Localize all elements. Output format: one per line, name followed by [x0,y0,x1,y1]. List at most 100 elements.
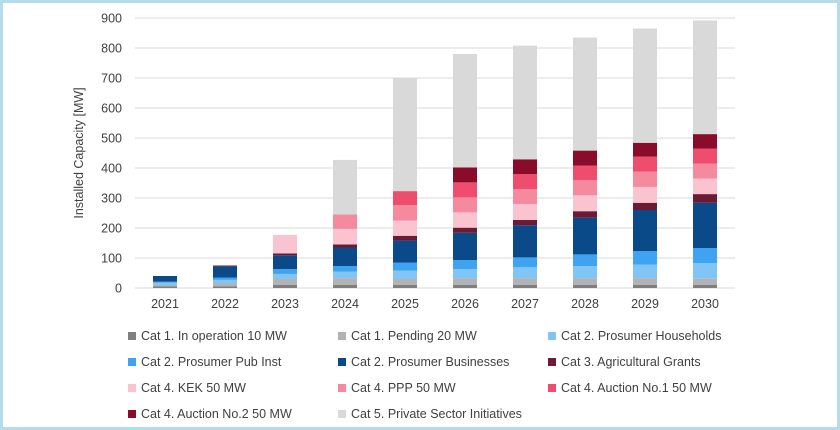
legend-label: Cat 1. In operation 10 MW [141,328,287,343]
legend-swatch [548,357,556,366]
bar-segment-2022-s3 [213,277,237,280]
legend-label: Cat 5. Private Sector Initiatives [351,406,522,421]
legend-swatch [548,383,556,392]
bar-segment-2023-s6 [273,234,297,254]
legend-item: Cat 2. Prosumer Pub Inst [128,352,338,371]
legend-swatch [128,409,136,418]
legend-item: Cat 3. Agricultural Grants [548,352,768,371]
y-tick-label: 100 [101,252,122,266]
x-tick-label: 2028 [571,297,599,311]
legend-label: Cat 1. Pending 20 MW [351,328,477,343]
y-tick-label: 800 [101,42,122,56]
bar-segment-2028-s8 [573,165,597,180]
bar-segment-2026-s0 [453,285,477,288]
legend-label: Cat 3. Agricultural Grants [561,354,701,369]
bar-segment-2021-s0 [153,286,177,288]
x-tick-label: 2027 [511,297,539,311]
bar-segment-2027-s0 [513,285,537,288]
legend-label: Cat 4. KEK 50 MW [141,380,246,395]
y-tick-label: 900 [101,12,122,26]
y-tick-label: 0 [115,282,122,296]
bar-segment-2026-s1 [453,278,477,285]
bar-segment-2025-s2 [393,270,417,279]
legend: Cat 1. In operation 10 MW Cat 1. Pending … [128,326,768,423]
legend-swatch [128,383,136,392]
bar-segment-2028-s7 [573,180,597,196]
x-tick-label: 2030 [691,297,719,311]
bar-segment-2027-s3 [513,257,537,268]
legend-item: Cat 4. KEK 50 MW [128,378,338,397]
x-tick-label: 2022 [211,297,239,311]
bar-segment-2028-s1 [573,278,597,285]
bar-segment-2022-s4 [213,266,237,278]
bar-segment-2030-s6 [693,178,717,195]
y-tick-label: 200 [101,222,122,236]
legend-item: Cat 5. Private Sector Initiatives [338,404,548,423]
bar-segment-2022-s5 [213,265,237,267]
bar-segment-2025-s5 [393,235,417,241]
x-tick-label: 2025 [391,297,419,311]
bar-segment-2026-s4 [453,232,477,261]
bar-segment-2025-s1 [393,279,417,285]
bar-segment-2029-s2 [633,264,657,279]
x-tick-label: 2023 [271,297,299,311]
bar-segment-2028-s2 [573,266,597,279]
bar-segment-2024-s7 [333,214,357,229]
x-tick-label: 2029 [631,297,659,311]
bar-segment-2027-s7 [513,189,537,204]
bar-segment-2023-s3 [273,269,297,274]
bar-segment-2024-s5 [333,244,357,248]
bar-segment-2027-s10 [513,45,537,160]
bar-segment-2021-s3 [153,281,177,283]
legend-label: Cat 2. Prosumer Businesses [351,354,510,369]
x-tick-label: 2021 [151,297,179,311]
bar-segment-2024-s10 [333,159,357,215]
bar-segment-2030-s0 [693,285,717,288]
legend-item: Cat 2. Prosumer Households [548,326,768,345]
bar-segment-2024-s3 [333,266,357,272]
bar-segment-2028-s6 [573,195,597,212]
bar-segment-2026-s3 [453,260,477,270]
bar-segment-2025-s7 [393,205,417,221]
legend-item: Cat 4. Auction No.1 50 MW [548,378,768,397]
y-axis-label: Installed Capacity [MW] [72,87,86,218]
bar-segment-2023-s5 [273,253,297,256]
bar-segment-2023-s1 [273,279,297,285]
bar-segment-2025-s6 [393,220,417,236]
bar-segment-2028-s3 [573,254,597,267]
y-tick-label: 500 [101,132,122,146]
x-tick-label: 2026 [451,297,479,311]
bar-segment-2029-s8 [633,156,657,172]
bar-segment-2025-s4 [393,240,417,263]
legend-swatch [338,409,346,418]
bar-segment-2028-s5 [573,211,597,218]
y-tick-label: 700 [101,72,122,86]
bar-segment-2023-s2 [273,273,297,279]
bar-segment-2024-s4 [333,247,357,267]
legend-item: Cat 1. In operation 10 MW [128,326,338,345]
legend-label: Cat 2. Prosumer Pub Inst [141,354,282,369]
bar-segment-2025-s0 [393,285,417,288]
bar-segment-2022-s1 [213,283,237,287]
legend-swatch [338,357,346,366]
legend-label: Cat 4. Auction No.2 50 MW [141,406,292,421]
bar-segment-2030-s9 [693,134,717,149]
bar-segment-2025-s10 [393,78,417,192]
bar-segment-2021-s1 [153,285,177,287]
bar-segment-2027-s9 [513,159,537,174]
bar-segment-2028-s9 [573,150,597,166]
bar-segment-2027-s4 [513,225,537,258]
bar-segment-2025-s8 [393,191,417,206]
bar-segment-2029-s1 [633,278,657,285]
bar-segment-2026-s5 [453,227,477,233]
bar-segment-2024-s0 [333,285,357,288]
bar-segment-2022-s2 [213,279,237,284]
bar-segment-2029-s10 [633,28,657,143]
y-tick-label: 400 [101,162,122,176]
bar-segment-2023-s0 [273,285,297,288]
legend-label: Cat 4. PPP 50 MW [351,380,456,395]
bar-segment-2029-s4 [633,210,657,252]
bar-segment-2030-s7 [693,163,717,179]
bar-segment-2029-s5 [633,202,657,210]
bar-segment-2024-s1 [333,278,357,285]
